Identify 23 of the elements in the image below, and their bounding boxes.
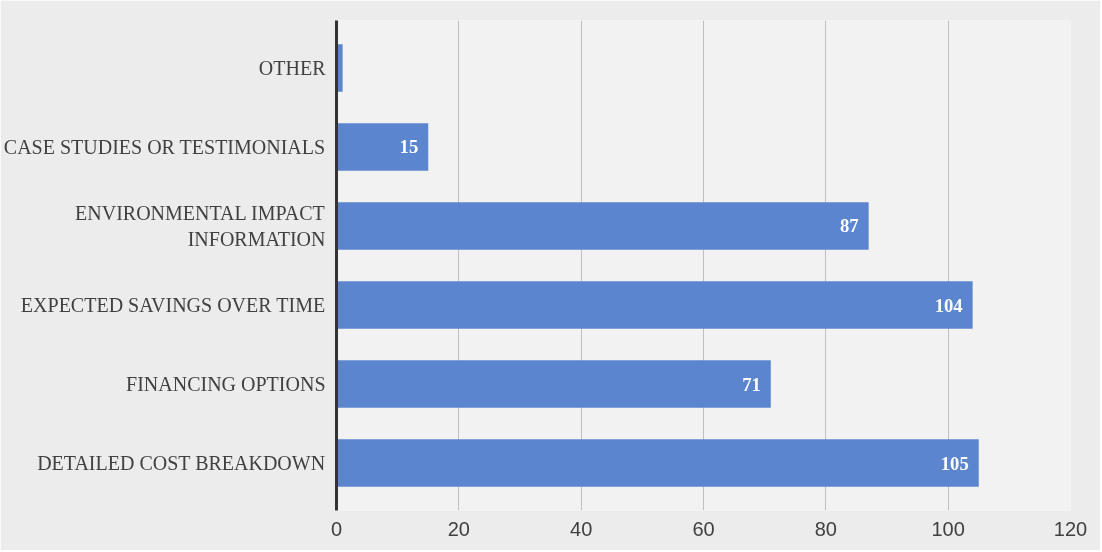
- x-tick-label: 100: [931, 517, 965, 540]
- bar: [336, 281, 973, 329]
- data-label: 71: [742, 373, 761, 395]
- x-tick-label: 80: [814, 517, 837, 540]
- y-tick-label: ENVIRONMENTAL IMPACT INFORMATION: [75, 201, 326, 251]
- y-tick-label: EXPECTED SAVINGS OVER TIME: [20, 294, 326, 317]
- bar: [336, 123, 429, 171]
- bar: [336, 360, 771, 408]
- y-tick-label: CASE STUDIES OR TESTIMONIALS: [3, 135, 326, 158]
- y-tick-label: OTHER: [258, 56, 327, 79]
- x-tick-label: 40: [570, 517, 593, 540]
- data-label: 15: [399, 136, 419, 158]
- x-tick-label: 20: [447, 517, 470, 540]
- x-tick-label: 120: [1053, 517, 1088, 540]
- x-tick-label: 0: [330, 517, 343, 540]
- x-tick-label: 60: [692, 517, 715, 540]
- data-label: 87: [839, 215, 859, 237]
- bar: [336, 439, 979, 487]
- bar: [336, 202, 869, 250]
- data-label: 105: [940, 452, 969, 474]
- y-tick-label: FINANCING OPTIONS: [126, 373, 326, 396]
- y-tick-label: DETAILED COST BREAKDOWN: [37, 452, 326, 475]
- data-label: 104: [934, 294, 963, 316]
